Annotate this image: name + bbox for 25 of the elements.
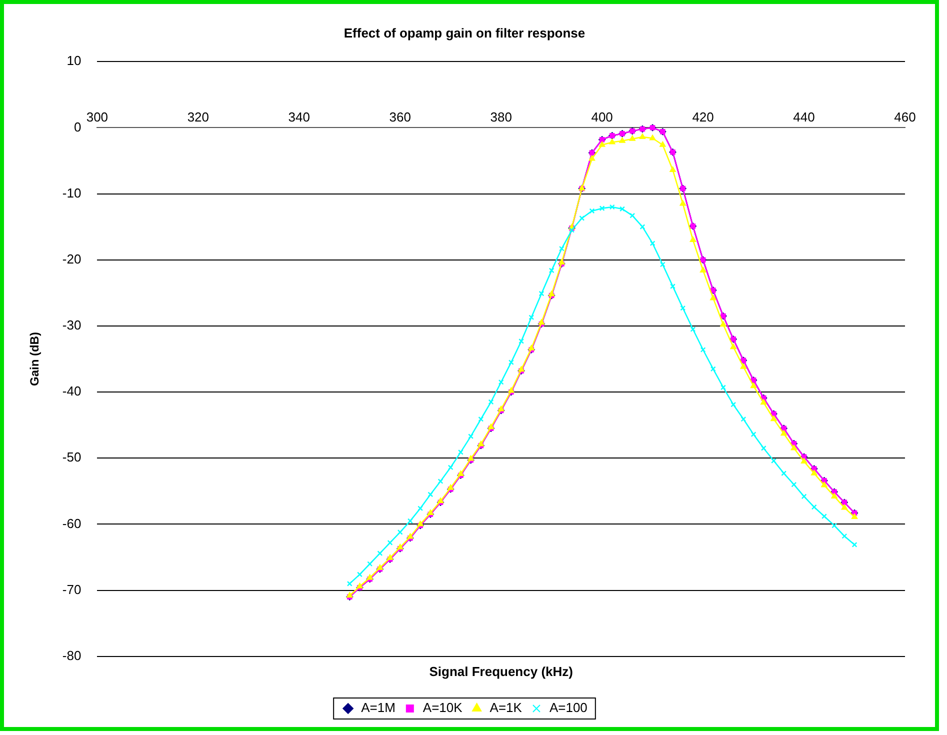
x-tick-label: 380 bbox=[490, 109, 512, 124]
x-tick-label: 300 bbox=[86, 109, 108, 124]
y-tick-label: 10 bbox=[66, 53, 82, 68]
x-tick-label: 340 bbox=[288, 109, 310, 124]
y-tick-label: -40 bbox=[62, 384, 82, 399]
x-tick-label: 400 bbox=[591, 109, 613, 124]
y-tick-label: -80 bbox=[62, 648, 82, 663]
chart-title: Effect of opamp gain on filter response bbox=[344, 25, 586, 40]
legend-label: A=1M bbox=[361, 700, 396, 716]
y-tick-label: -70 bbox=[62, 582, 82, 597]
y-axis-title: Gain (dB) bbox=[28, 332, 42, 386]
y-tick-label: -60 bbox=[62, 516, 82, 531]
x-tick-label: 360 bbox=[389, 109, 411, 124]
x-tick-label: 440 bbox=[793, 109, 815, 124]
y-tick-label: -20 bbox=[62, 251, 82, 266]
x-tick-label: 420 bbox=[692, 109, 714, 124]
x-axis-title: Signal Frequency (kHz) bbox=[429, 664, 573, 679]
legend-label: A=1K bbox=[490, 700, 522, 716]
x-tick-label: 320 bbox=[187, 109, 210, 124]
y-tick-label: -50 bbox=[62, 450, 82, 465]
y-tick-label: -10 bbox=[62, 185, 82, 200]
y-tick-label: 0 bbox=[74, 119, 82, 134]
legend-label: A=10K bbox=[422, 700, 463, 716]
x-tick-label: 460 bbox=[894, 109, 916, 124]
y-tick-label: -30 bbox=[62, 318, 82, 333]
